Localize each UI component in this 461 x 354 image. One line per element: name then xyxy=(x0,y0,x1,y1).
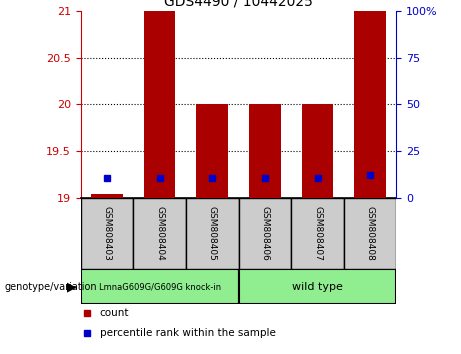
Text: percentile rank within the sample: percentile rank within the sample xyxy=(100,328,276,338)
Bar xyxy=(239,198,291,269)
Text: LmnaG609G/G609G knock-in: LmnaG609G/G609G knock-in xyxy=(99,282,221,291)
Bar xyxy=(239,269,396,304)
Text: GSM808406: GSM808406 xyxy=(260,206,269,261)
Text: GSM808408: GSM808408 xyxy=(366,206,375,261)
Text: GSM808403: GSM808403 xyxy=(102,206,112,261)
Text: genotype/variation: genotype/variation xyxy=(5,282,97,292)
Text: ▶: ▶ xyxy=(67,280,76,293)
Bar xyxy=(133,198,186,269)
Bar xyxy=(91,194,123,198)
Bar xyxy=(344,198,396,269)
Bar xyxy=(144,11,175,198)
Bar xyxy=(355,11,386,198)
Text: wild type: wild type xyxy=(292,282,343,292)
Bar xyxy=(291,198,344,269)
Bar xyxy=(186,198,239,269)
Bar xyxy=(249,104,281,198)
Bar xyxy=(81,269,239,304)
Bar xyxy=(301,104,333,198)
Text: GSM808405: GSM808405 xyxy=(208,206,217,261)
Text: GSM808404: GSM808404 xyxy=(155,206,164,261)
Title: GDS4490 / 10442025: GDS4490 / 10442025 xyxy=(164,0,313,8)
Bar xyxy=(196,104,228,198)
Text: count: count xyxy=(100,308,129,318)
Text: GSM808407: GSM808407 xyxy=(313,206,322,261)
Bar xyxy=(81,198,133,269)
